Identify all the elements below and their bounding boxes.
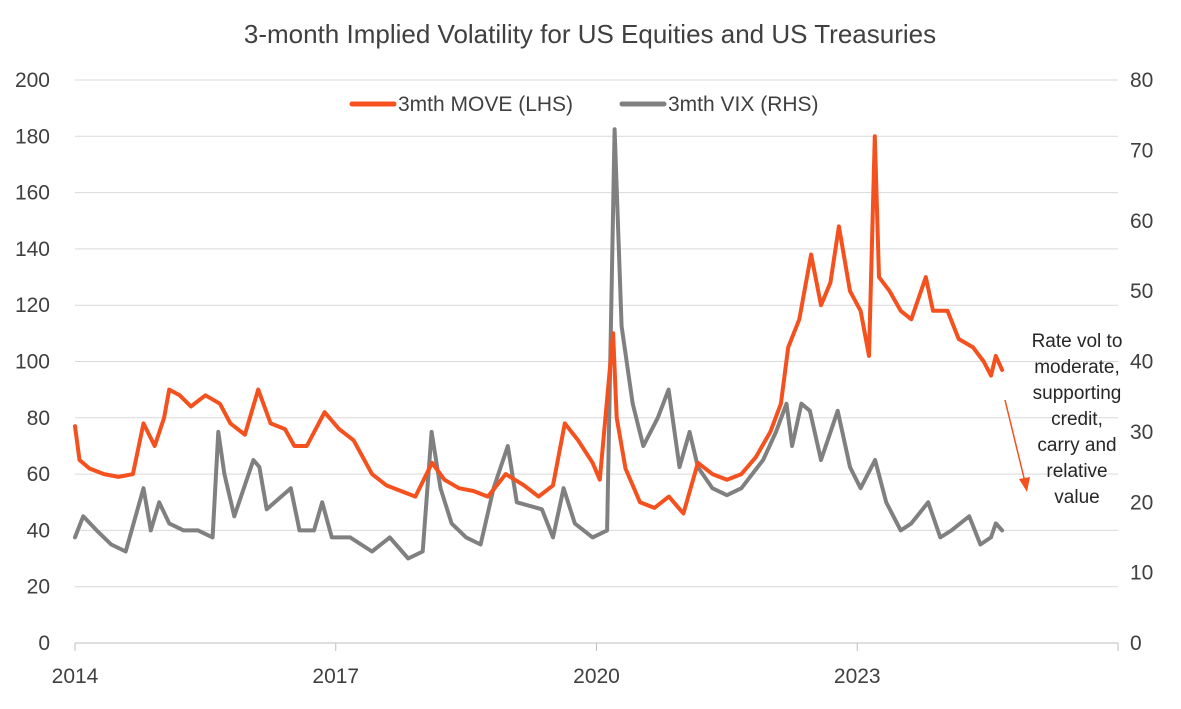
left-tick-label: 0 — [38, 632, 50, 655]
left-tick-label: 160 — [15, 182, 50, 205]
left-axis-ticks: 0 20 40 60 80 100 120 140 160 180 200 — [15, 69, 50, 655]
right-tick-label: 20 — [1130, 491, 1153, 514]
legend-label: 3mth VIX (RHS) — [668, 93, 819, 116]
series-line-move — [73, 134, 1005, 516]
right-axis-ticks: 0 10 20 30 40 50 60 70 80 — [1130, 69, 1153, 655]
series-line-vix — [73, 127, 1005, 561]
annotation-line: value — [1054, 487, 1099, 508]
right-tick-label: 70 — [1130, 139, 1153, 162]
right-tick-label: 50 — [1130, 280, 1153, 303]
left-tick-label: 200 — [15, 69, 50, 92]
x-tick-label: 2020 — [573, 665, 620, 688]
left-tick-label: 140 — [15, 238, 50, 261]
annotation-line: supporting — [1033, 383, 1122, 404]
annotation-line: moderate, — [1034, 357, 1120, 378]
x-tick-label: 2023 — [834, 665, 881, 688]
gridlines — [75, 79, 1118, 644]
right-tick-label: 10 — [1130, 562, 1153, 585]
legend: 3mth MOVE (LHS) 3mth VIX (RHS) — [349, 93, 819, 116]
annotation-arrow — [1004, 399, 1026, 483]
left-tick-label: 120 — [15, 294, 50, 317]
annotation-line: carry and — [1037, 435, 1116, 456]
annotation-line: credit, — [1051, 409, 1103, 430]
annotation-line: Rate vol to — [1032, 331, 1123, 352]
x-axis-ticks: 2014 2017 2020 2023 — [52, 643, 1119, 688]
annotation-arrowhead — [1019, 477, 1030, 492]
x-tick-label: 2017 — [312, 665, 359, 688]
right-tick-label: 0 — [1130, 632, 1142, 655]
left-tick-label: 40 — [27, 519, 50, 542]
x-tick-label: 2014 — [52, 665, 99, 688]
left-tick-label: 20 — [27, 576, 50, 599]
legend-label: 3mth MOVE (LHS) — [398, 93, 573, 116]
annotation-line: relative — [1046, 461, 1107, 482]
chart-title: 3-month Implied Volatility for US Equiti… — [244, 19, 936, 49]
right-tick-label: 40 — [1130, 351, 1153, 374]
series-lines — [73, 127, 1005, 561]
annotation: Rate vol to moderate, supporting credit, car… — [1004, 331, 1123, 508]
right-tick-label: 60 — [1130, 210, 1153, 233]
right-tick-label: 80 — [1130, 69, 1153, 92]
right-tick-label: 30 — [1130, 421, 1153, 444]
left-tick-label: 80 — [27, 407, 50, 430]
left-tick-label: 100 — [15, 351, 50, 374]
left-tick-label: 180 — [15, 125, 50, 148]
left-tick-label: 60 — [27, 463, 50, 486]
